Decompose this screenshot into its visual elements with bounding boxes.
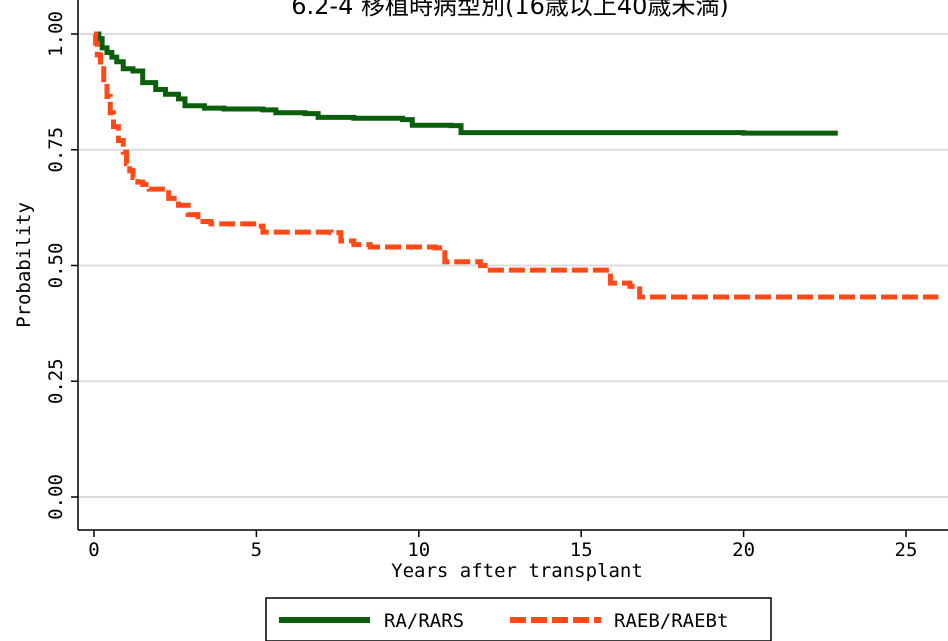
series-line-0 [94,31,838,136]
x-axis-label: Years after transplant [391,560,643,582]
grid-lines [78,33,948,498]
x-tick-label: 5 [251,539,262,561]
y-axis-label: Probability [13,202,35,328]
x-tick-label: 15 [570,539,593,561]
axes: 0.00 0.25 0.50 0.75 1.00 0 5 10 15 20 25 [45,0,948,561]
series-line-1 [93,31,939,300]
series-layer [93,31,939,300]
legend-label-raeb-raebt: RAEB/RAEBt [614,610,728,632]
legend: RA/RARS RAEB/RAEBt [265,597,772,641]
x-tick-label: 0 [88,539,99,561]
x-tick-label: 25 [895,539,918,561]
y-tick-label: 0.00 [45,474,67,520]
x-tick-label: 20 [732,539,755,561]
chart-title: 6.2-4 移植時病型別(16歳以上40歳未満) [291,0,729,20]
y-tick-label: 1.00 [45,11,67,57]
x-tick-label: 10 [407,539,430,561]
y-tick-label: 0.25 [45,358,67,404]
y-tick-label: 0.75 [45,127,67,173]
y-tick-label: 0.50 [45,243,67,289]
legend-label-ra-rars: RA/RARS [384,610,464,632]
